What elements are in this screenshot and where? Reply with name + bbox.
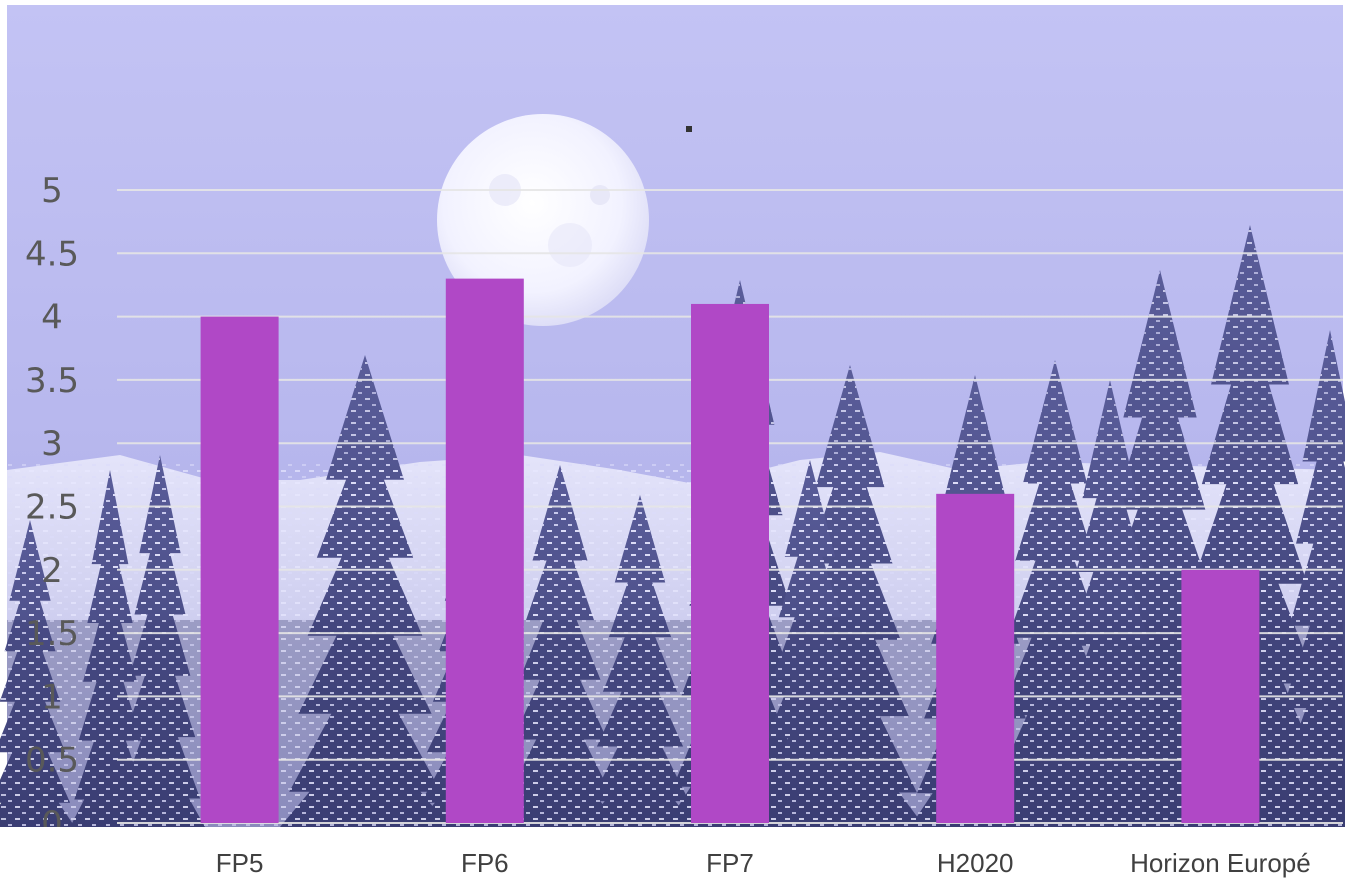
x-tick-label: H2020 xyxy=(937,848,1014,878)
y-tick-label: 4.5 xyxy=(25,234,79,274)
y-tick-label: 1 xyxy=(41,677,63,717)
y-tick-label: 2 xyxy=(41,551,63,591)
bar-h2020 xyxy=(936,493,1015,823)
y-axis-ticks: 00.511.522.533.544.55 xyxy=(25,171,79,844)
y-tick-label: 4 xyxy=(41,298,63,338)
bars xyxy=(200,278,1260,823)
x-axis-area xyxy=(0,827,1345,878)
y-tick-label: 1.5 xyxy=(25,614,79,654)
y-tick-label: 3 xyxy=(41,424,63,464)
x-tick-label: FP5 xyxy=(216,848,264,878)
bar-fp6 xyxy=(445,278,524,823)
moon xyxy=(437,114,649,326)
y-tick-label: 5 xyxy=(41,171,63,211)
x-tick-label: FP6 xyxy=(461,848,509,878)
y-tick-label: 0.5 xyxy=(25,741,79,781)
y-tick-label: 2.5 xyxy=(25,488,79,528)
bar-horizon-europ- xyxy=(1181,569,1260,823)
y-tick-label: 3.5 xyxy=(25,361,79,401)
bar-fp7 xyxy=(691,303,769,823)
dark-artifact xyxy=(686,126,692,132)
x-tick-label: Horizon Europé xyxy=(1130,848,1311,878)
bar-fp5 xyxy=(200,316,279,823)
x-axis-ticks: FP5 FP6 FP7 H2020 Horizon Europé xyxy=(216,848,1311,878)
x-tick-label: FP7 xyxy=(706,848,754,878)
